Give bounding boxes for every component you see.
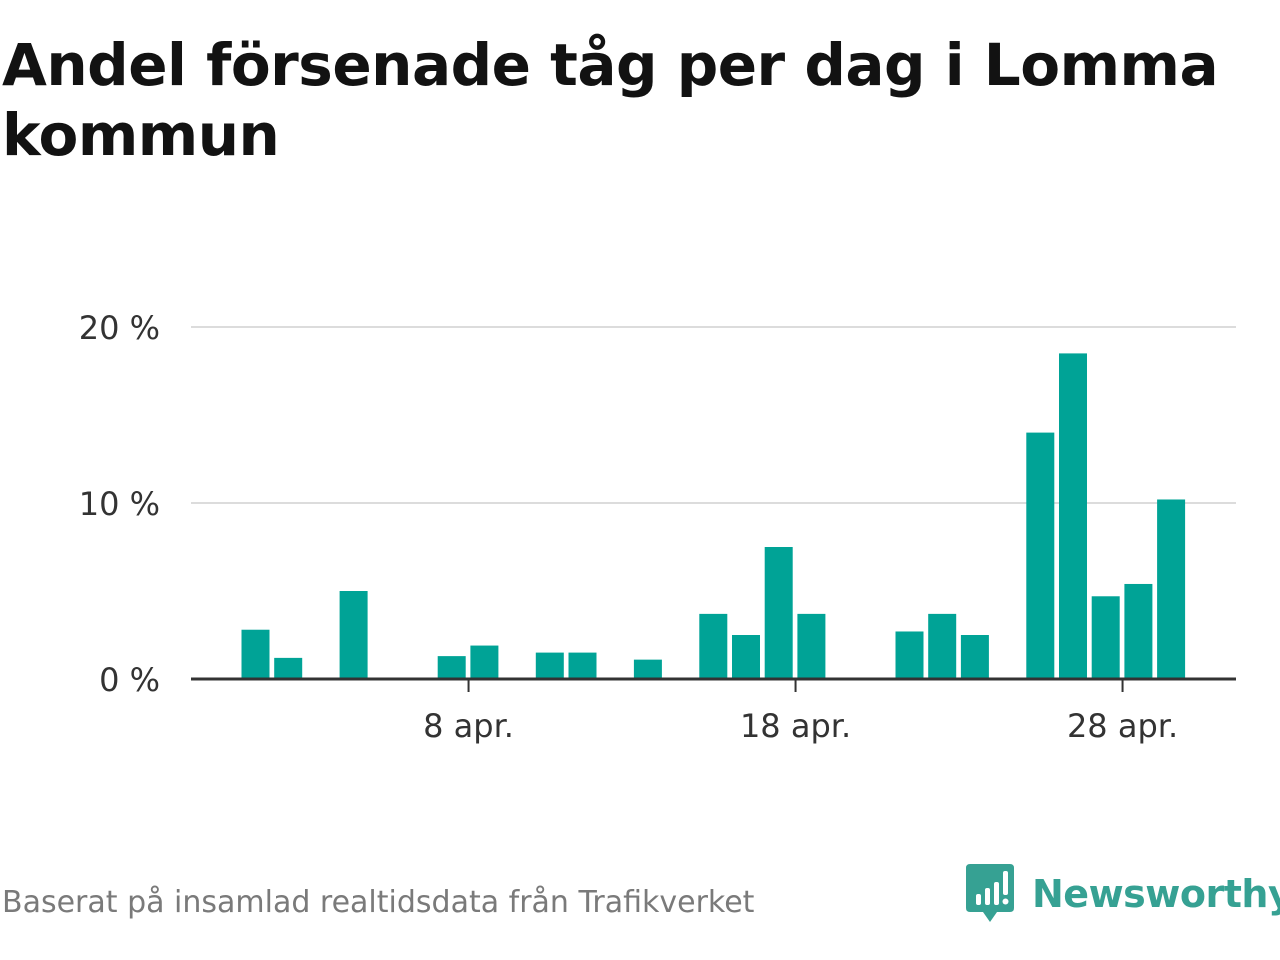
bar — [1157, 499, 1186, 679]
bar — [960, 635, 989, 679]
bar — [1026, 432, 1055, 679]
x-tick-label: 8 apr. — [423, 707, 514, 745]
chart-title: Andel försenade tåg per dag i Lomma komm… — [2, 31, 1219, 169]
bar — [535, 652, 564, 679]
bar — [339, 591, 368, 679]
bar — [568, 652, 597, 679]
bar — [764, 547, 793, 679]
bar — [437, 656, 466, 679]
bars — [241, 353, 1186, 679]
bar — [1124, 583, 1153, 679]
newsworthy-logo-icon — [966, 864, 1014, 922]
bar — [470, 645, 499, 679]
bar — [699, 613, 728, 679]
y-tick-label: 20 % — [79, 309, 160, 347]
x-axis — [191, 677, 1236, 692]
y-tick-label: 0 % — [99, 661, 160, 699]
bar — [928, 613, 957, 679]
bar — [633, 659, 662, 679]
brand-name: Newsworthy — [1032, 872, 1280, 916]
y-tick-label: 10 % — [79, 485, 160, 523]
source-note: Baserat på insamlad realtidsdata från Tr… — [2, 885, 755, 920]
x-tick-label: 18 apr. — [740, 707, 851, 745]
bar — [1091, 596, 1120, 679]
tick-labels: 0 % 10 % 20 % 8 apr. 18 apr. 28 apr. — [79, 309, 1178, 745]
bar — [1059, 353, 1087, 679]
brand[interactable]: Newsworthy — [964, 862, 1280, 926]
x-tick-label: 28 apr. — [1067, 707, 1178, 745]
bar — [274, 657, 303, 679]
bar — [895, 631, 924, 679]
bar — [797, 613, 826, 679]
bar — [241, 629, 270, 679]
bar — [732, 635, 760, 679]
